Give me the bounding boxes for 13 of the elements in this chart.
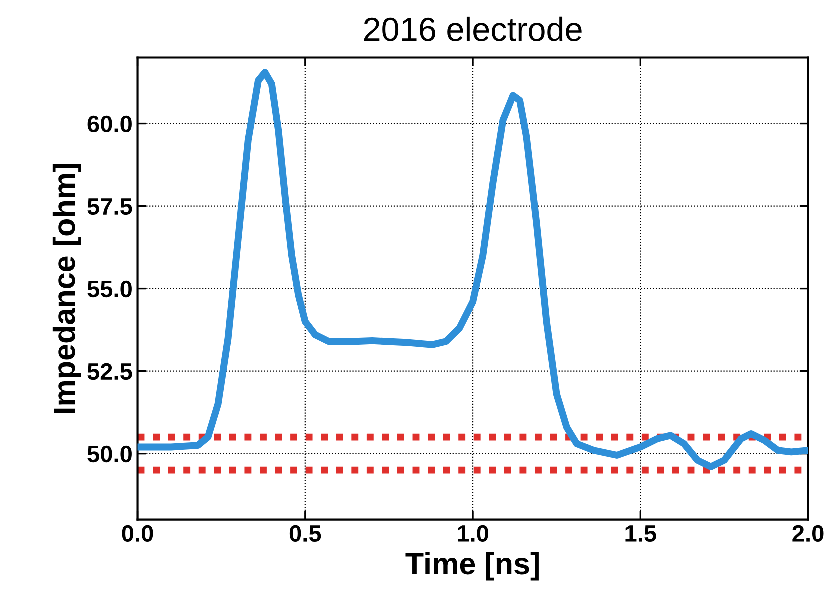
y-tick-label: 55.0 — [88, 280, 132, 298]
x-axis-title: Time [ns] — [406, 552, 539, 581]
x-tick-label: 1.0 — [458, 525, 488, 542]
y-tick-label: 57.5 — [88, 198, 132, 216]
x-tick-label: 2.0 — [792, 525, 824, 542]
y-axis-title: Impedance [ohm] — [52, 164, 82, 414]
y-tick-label: 60.0 — [88, 116, 132, 133]
chart-title: 2016 electrode — [364, 16, 582, 42]
x-tick-label: 1.5 — [626, 526, 656, 542]
y-tick-label: 52.5 — [88, 363, 132, 380]
x-tick-label: 0.0 — [122, 525, 154, 542]
x-tick-label: 0.5 — [290, 525, 322, 542]
y-tick-label: 50.0 — [88, 446, 132, 463]
